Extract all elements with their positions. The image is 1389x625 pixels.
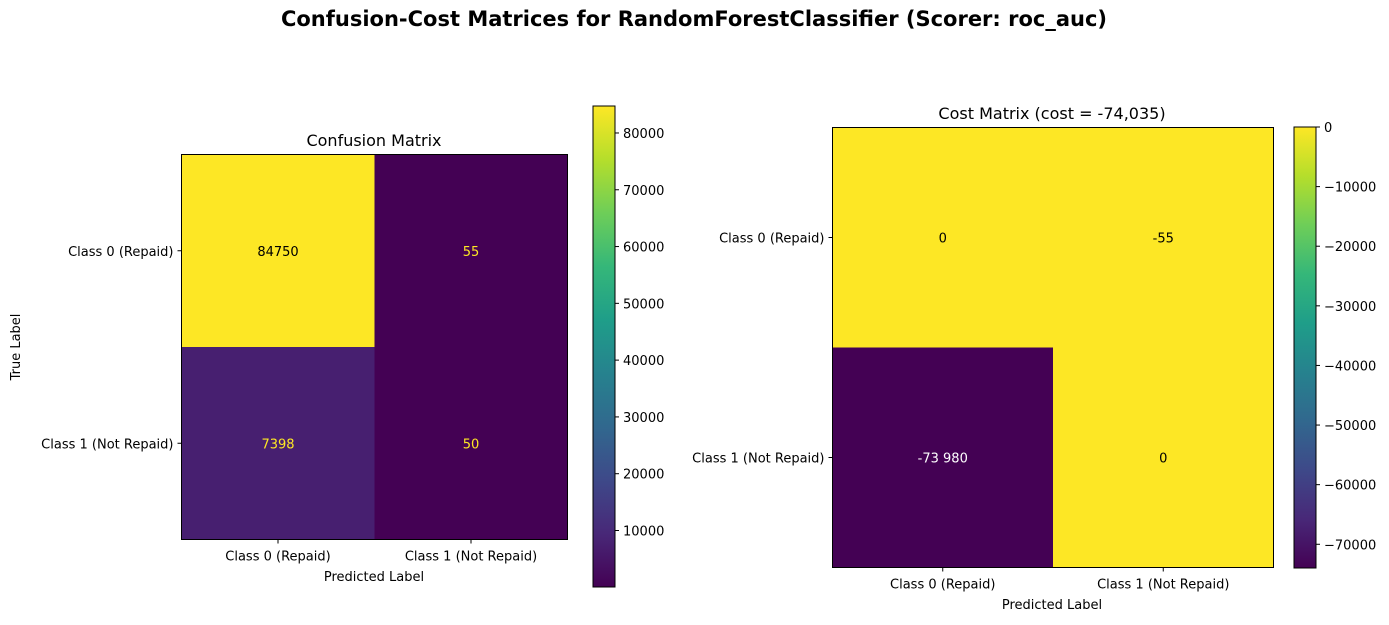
cost-matrix-cell [832, 127, 1054, 348]
confusion-matrix-panel: Confusion Matrix 84750 55 7398 50 Class 0 (… [9, 105, 664, 588]
cost-matrix-title: Cost Matrix (cost = -74,035) [938, 104, 1165, 123]
cost-matrix-cell-label: -55 [1153, 232, 1174, 247]
cost-matrix-y-tick-label: Class 1 (Not Repaid) [692, 452, 824, 467]
confusion-matrix-cell [181, 347, 375, 540]
cost-matrix-colorbar-tick-label: 0 [1324, 121, 1332, 136]
cost-matrix-y-ticks: Class 0 (Repaid) Class 1 (Not Repaid) [692, 232, 833, 467]
cost-matrix-cell [1053, 347, 1274, 568]
cost-matrix-colorbar-tick-label: −10000 [1324, 181, 1376, 196]
confusion-matrix-cell [181, 154, 375, 348]
confusion-matrix-colorbar-tick-label: 80000 [623, 127, 664, 142]
cost-matrix-colorbar-tick-label: −20000 [1324, 240, 1376, 255]
cost-matrix-cell-label: 0 [1159, 452, 1167, 467]
cost-matrix-panel: Cost Matrix (cost = -74,035) 0 -55 -73 980… [692, 104, 1376, 613]
cost-matrix-colorbar [1293, 126, 1317, 569]
confusion-matrix-cell-label: 55 [463, 245, 480, 260]
confusion-matrix-x-label: Predicted Label [324, 570, 424, 585]
confusion-matrix-cell-label: 50 [463, 437, 480, 452]
cost-matrix-colorbar-tick-label: −30000 [1324, 300, 1376, 315]
confusion-matrix-frame [181, 154, 568, 540]
confusion-matrix-x-tick-label: Class 1 (Not Repaid) [405, 550, 537, 565]
confusion-matrix-colorbar-tick-label: 40000 [623, 354, 664, 369]
cost-matrix-x-ticks: Class 0 (Repaid) Class 1 (Not Repaid) [890, 567, 1229, 593]
confusion-matrix-colorbar-tick-label: 60000 [623, 241, 664, 256]
confusion-matrix-cell [374, 347, 568, 540]
cost-matrix-colorbar-ticks: 0 −10000 −20000 −30000 −40000 −50000 −60000 −70… [1316, 121, 1376, 553]
confusion-matrix-y-label: True Label [9, 314, 24, 382]
cost-matrix-x-label: Predicted Label [1002, 598, 1102, 613]
confusion-matrix-x-tick-label: Class 0 (Repaid) [225, 550, 330, 565]
cost-matrix-cell-label: 0 [939, 232, 947, 247]
confusion-matrix-colorbar-tick-label: 70000 [623, 184, 664, 199]
cost-matrix-y-tick-label: Class 0 (Repaid) [719, 232, 824, 247]
cost-matrix-cell [1053, 127, 1274, 348]
confusion-matrix-cell-label: 84750 [257, 245, 298, 260]
cost-matrix-frame [832, 127, 1274, 568]
confusion-matrix-title: Confusion Matrix [306, 131, 441, 150]
cost-matrix-x-tick-label: Class 0 (Repaid) [890, 578, 995, 593]
cost-matrix-colorbar-tick-label: −60000 [1324, 479, 1376, 494]
figure-title: Confusion-Cost Matrices for RandomForest… [281, 7, 1107, 31]
cost-matrix-colorbar-tick-label: −40000 [1324, 359, 1376, 374]
confusion-matrix-cell-label: 7398 [261, 437, 294, 452]
cost-matrix-x-tick-label: Class 1 (Not Repaid) [1097, 578, 1229, 593]
confusion-matrix-colorbar-tick-label: 50000 [623, 297, 664, 312]
confusion-matrix-cells: 84750 55 7398 50 [181, 154, 568, 540]
confusion-matrix-colorbar-ticks: 10000 20000 30000 40000 50000 60000 70000 80000 [615, 127, 664, 539]
confusion-matrix-colorbar-tick-label: 10000 [623, 524, 664, 539]
cost-matrix-cells: 0 -55 -73 980 0 [832, 127, 1274, 568]
confusion-matrix-colorbar [592, 105, 616, 588]
cost-matrix-cell-label: -73 980 [918, 452, 968, 467]
confusion-matrix-y-tick-label: Class 1 (Not Repaid) [41, 437, 173, 452]
cost-matrix-colorbar-tick-label: −50000 [1324, 419, 1376, 434]
confusion-matrix-y-tick-label: Class 0 (Repaid) [68, 245, 173, 260]
cost-matrix-colorbar-tick-label: −70000 [1324, 538, 1376, 553]
confusion-matrix-colorbar-tick-label: 20000 [623, 468, 664, 483]
confusion-matrix-cell [374, 154, 568, 348]
confusion-matrix-x-ticks: Class 0 (Repaid) Class 1 (Not Repaid) [225, 539, 537, 565]
confusion-matrix-y-ticks: Class 0 (Repaid) Class 1 (Not Repaid) [41, 245, 182, 452]
cost-matrix-cell [832, 347, 1054, 568]
confusion-matrix-colorbar-tick-label: 30000 [623, 411, 664, 426]
